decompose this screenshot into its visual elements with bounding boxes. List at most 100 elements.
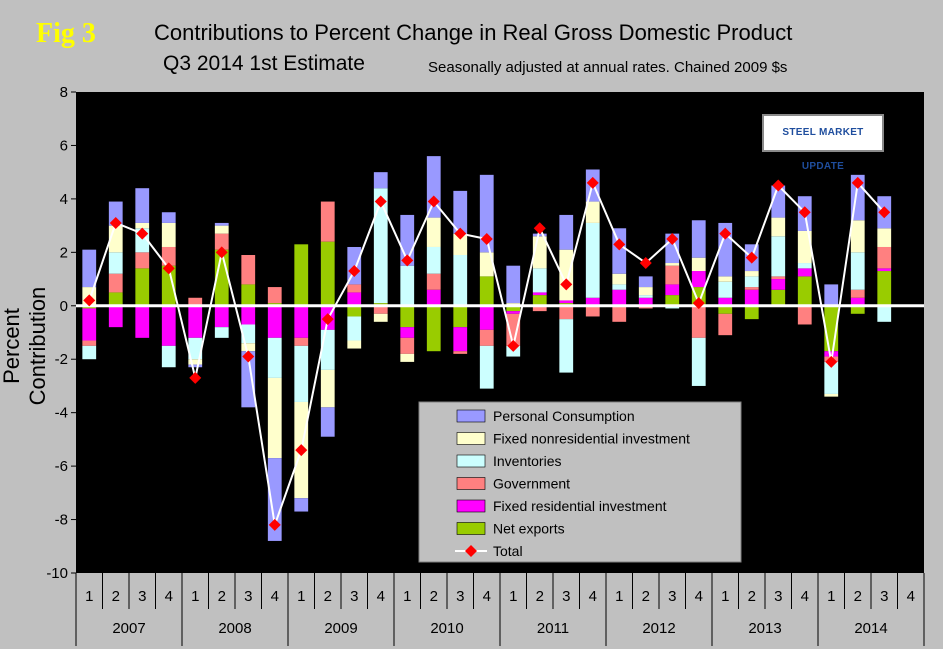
x-tick-label: 3 (880, 588, 888, 605)
bar-segment (771, 276, 786, 280)
legend-label: Total (493, 543, 523, 559)
bar-segment (559, 305, 574, 320)
bar-segment (400, 265, 415, 306)
x-tick-label: 1 (191, 588, 199, 605)
bar-segment (161, 305, 176, 346)
bar-segment (638, 276, 653, 288)
bar-segment (161, 246, 176, 266)
total-point (136, 227, 149, 240)
bar-segment (691, 257, 706, 272)
bar-segment (373, 305, 388, 314)
bar-segment (108, 305, 123, 328)
bar-segment (718, 305, 733, 314)
x-tick-label: 2 (218, 588, 226, 605)
bar-segment (188, 359, 203, 365)
total-point (242, 350, 255, 363)
bar-segment (559, 214, 574, 250)
y-tick-label: -10 (46, 565, 68, 582)
x-group-label: 2009 (324, 620, 357, 637)
bar-segment (214, 327, 229, 338)
x-group-label: 2013 (748, 620, 781, 637)
total-point (454, 227, 467, 240)
bar-segment (479, 174, 494, 253)
x-tick-label: 3 (138, 588, 146, 605)
total-point (798, 206, 811, 219)
x-tick-label: 3 (562, 588, 570, 605)
bar-segment (347, 292, 362, 306)
chart-subtitle: Seasonally adjusted at annual rates. Cha… (428, 59, 788, 76)
x-tick-label: 1 (403, 588, 411, 605)
bar-segment (135, 252, 150, 269)
bar-segment (347, 284, 362, 293)
legend-swatch (456, 477, 486, 490)
total-point (83, 294, 96, 307)
bar-segment (347, 305, 362, 317)
bar-segment (453, 351, 468, 354)
chart-title: Contributions to Percent Change in Real … (154, 20, 793, 45)
bar-segment (797, 263, 812, 269)
total-point (666, 232, 679, 245)
bar-segment (453, 255, 468, 306)
bar-segment (612, 284, 627, 290)
total-point (162, 262, 175, 275)
bar-segment (877, 305, 892, 322)
bar-segment (718, 276, 733, 282)
bar-segment (718, 313, 733, 336)
bar-segment (479, 329, 494, 346)
bar-segment (426, 305, 441, 352)
bar-segment (479, 252, 494, 277)
y-tick-label: 6 (60, 137, 68, 154)
legend-label: Fixed nonresidential investment (493, 431, 690, 447)
bar-segment (453, 190, 468, 234)
bar-segment (108, 292, 123, 306)
bar-segment (559, 300, 574, 304)
bar-segment (691, 271, 706, 288)
bar-segment (797, 230, 812, 264)
x-group-label: 2010 (430, 620, 463, 637)
bar-segment (82, 345, 97, 360)
bar-segment (612, 273, 627, 285)
total-point (109, 216, 122, 229)
bar-segment (877, 271, 892, 306)
bar-segment (612, 289, 627, 306)
x-tick-label: 2 (536, 588, 544, 605)
x-tick-label: 2 (748, 588, 756, 605)
bar-segment (559, 319, 574, 373)
bar-segment (638, 297, 653, 306)
bar-segment (188, 297, 203, 306)
x-tick-label: 1 (827, 588, 835, 605)
bar-segment (108, 273, 123, 293)
x-tick-label: 3 (774, 588, 782, 605)
bar-segment (877, 246, 892, 269)
bar-segment (188, 337, 203, 360)
bar-segment (691, 220, 706, 258)
bar-segment (82, 249, 97, 288)
bar-segment (135, 222, 150, 229)
x-tick-label: 1 (721, 588, 729, 605)
bar-segment (797, 305, 812, 325)
bar-segment (612, 228, 627, 274)
y-tick-label: -2 (55, 351, 68, 368)
x-tick-label: 3 (244, 588, 252, 605)
bar-segment (797, 276, 812, 306)
total-point (321, 313, 334, 326)
legend-swatch (456, 499, 486, 513)
bar-segment (161, 345, 176, 368)
bar-segment (771, 236, 786, 277)
bar-segment (744, 287, 759, 290)
bar-segment (320, 329, 335, 370)
y-tick-label: -8 (55, 512, 68, 529)
bar-segment (294, 345, 309, 402)
x-tick-label: 3 (668, 588, 676, 605)
bar-segment (638, 295, 653, 298)
legend-swatch (456, 522, 486, 535)
x-tick-label: 2 (642, 588, 650, 605)
bar-segment (373, 313, 388, 322)
bar-segment (294, 305, 309, 338)
bar-segment (426, 289, 441, 306)
bar-segment (82, 308, 97, 341)
bar-segment (665, 295, 680, 306)
bar-segment (294, 244, 309, 306)
bar-segment (797, 268, 812, 277)
total-point (745, 251, 758, 264)
